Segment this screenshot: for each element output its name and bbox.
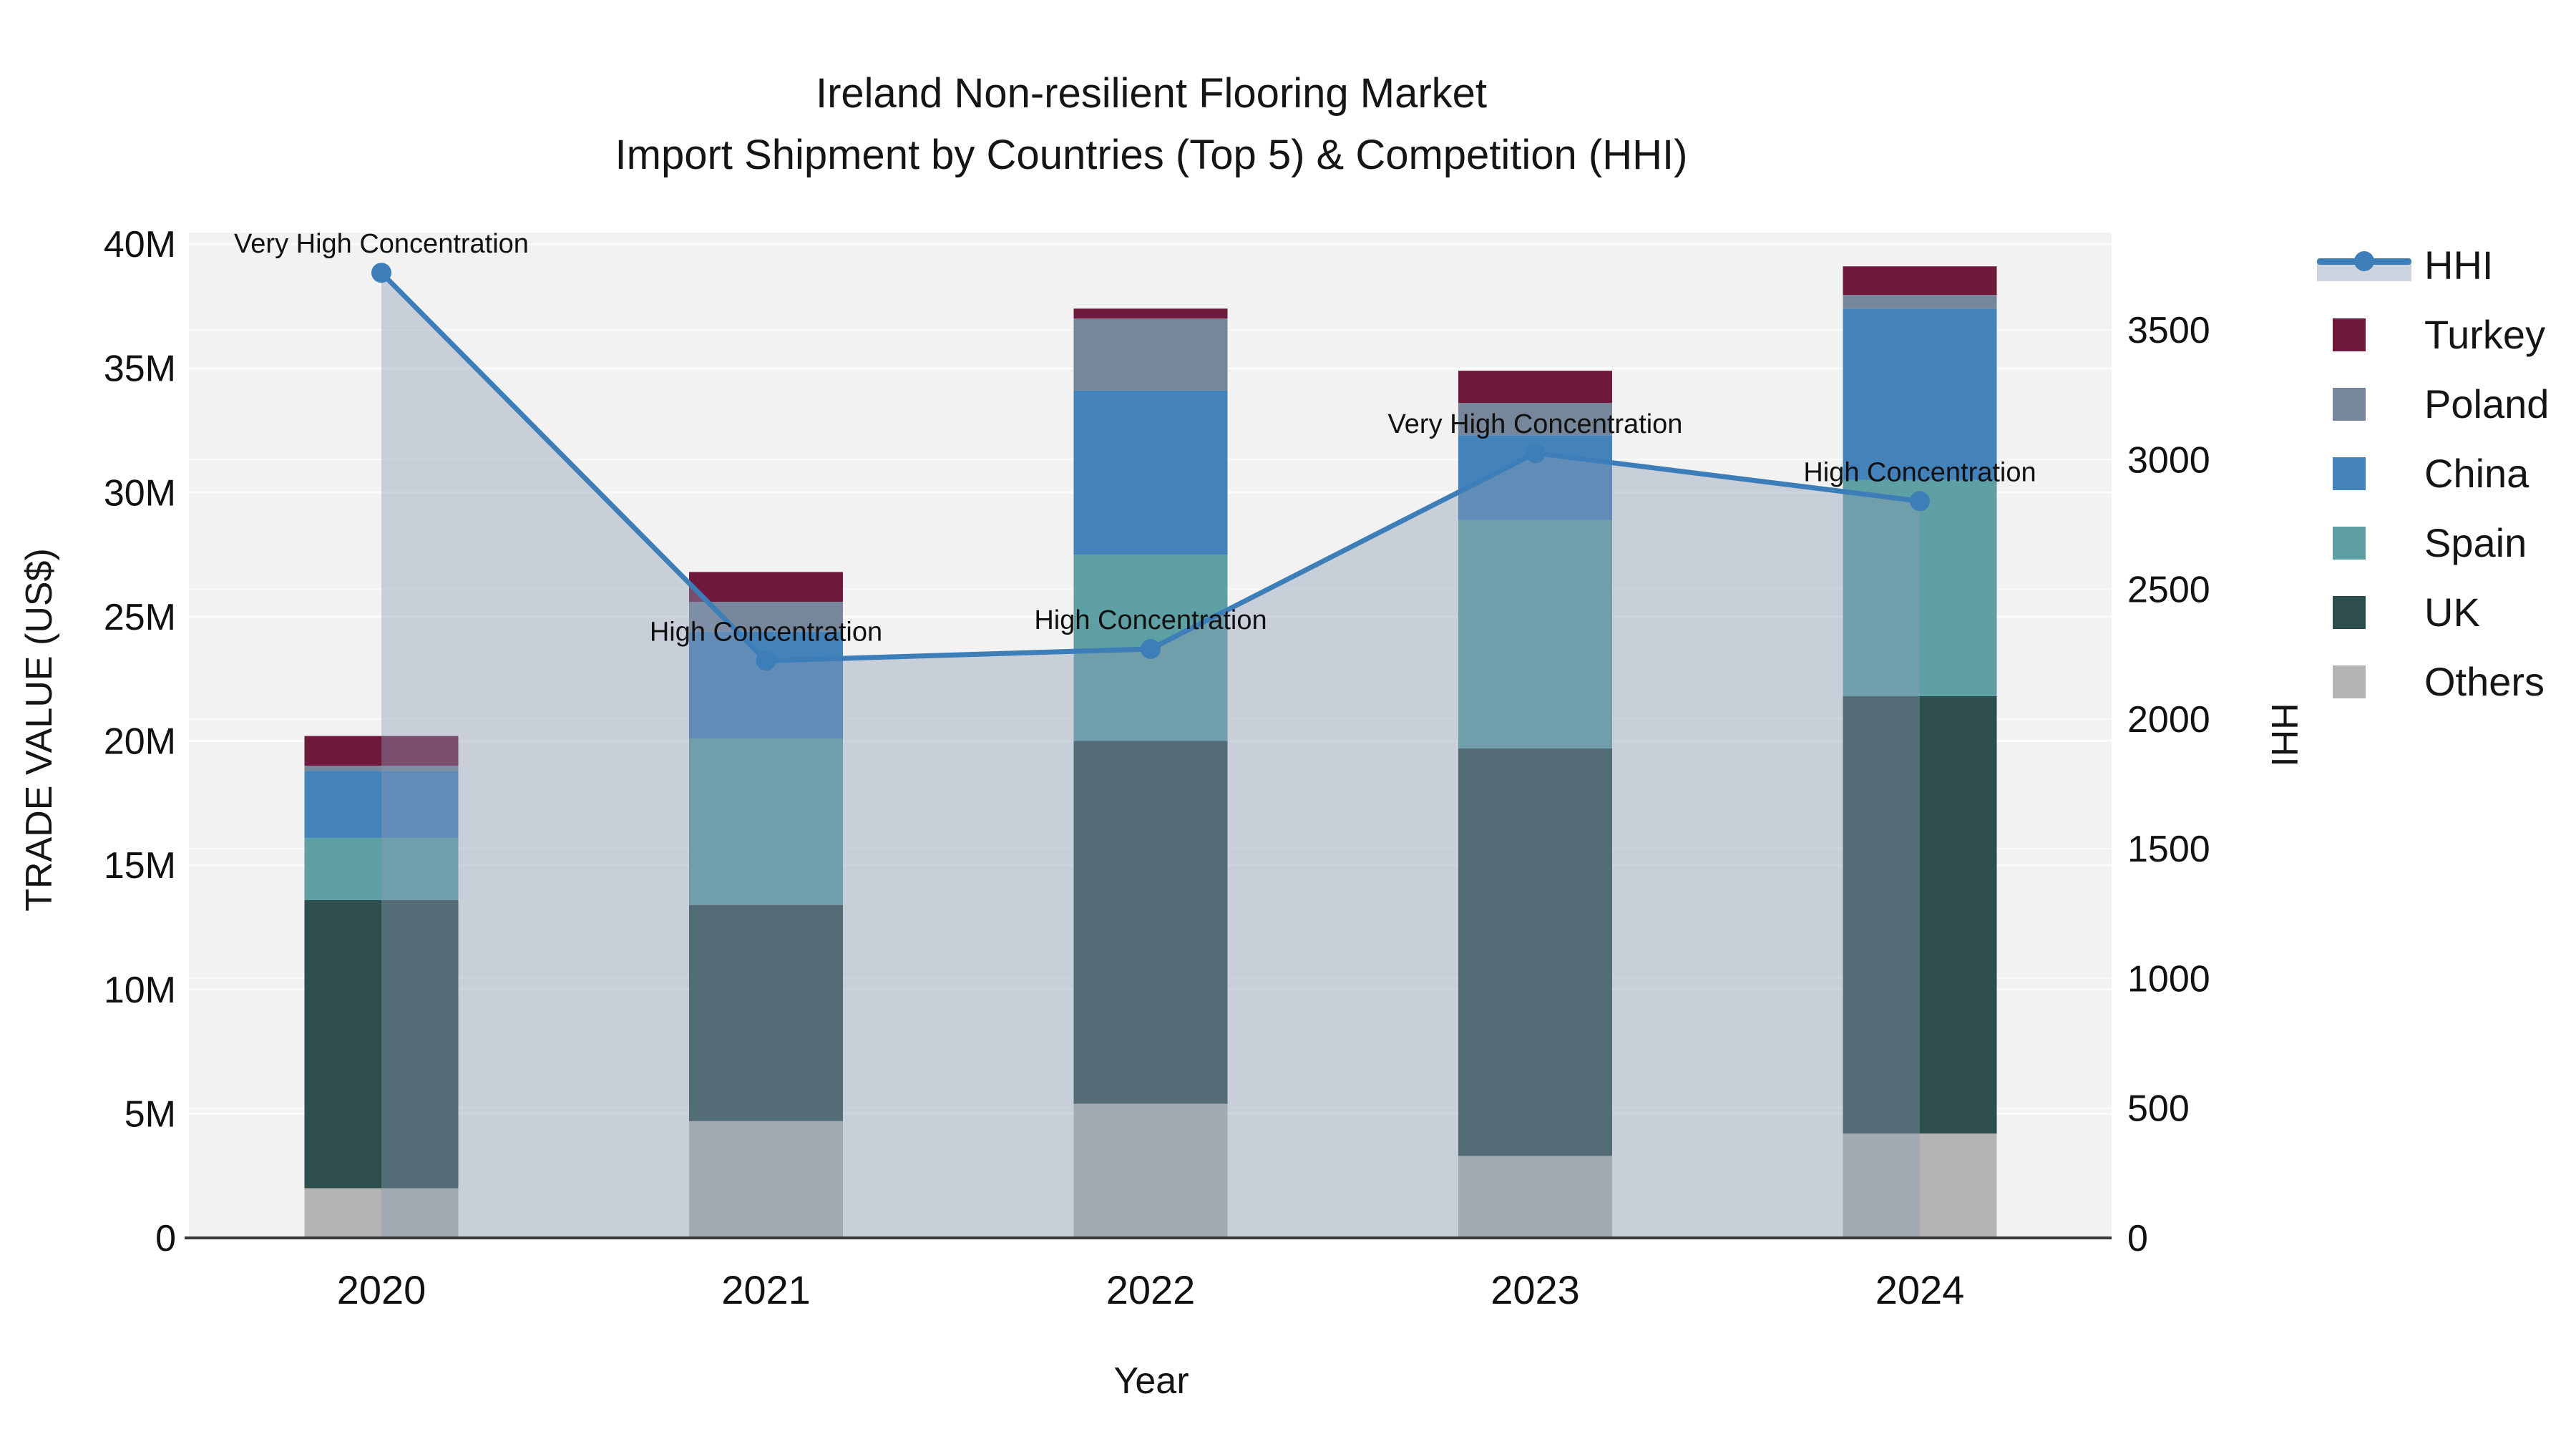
y-left-tick-label: 5M (125, 1093, 176, 1135)
y-right-tick-label: 0 (2127, 1218, 2148, 1259)
bar-segment-others-2023[interactable] (1458, 1156, 1612, 1238)
hhi-marker-2024[interactable] (1910, 491, 1930, 512)
y-left-tick-label: 20M (104, 721, 176, 763)
bar-segment-spain-2024[interactable] (1843, 479, 1997, 696)
legend-swatch-icon (2333, 457, 2366, 490)
legend-swatch-icon (2333, 318, 2366, 351)
annotation-2024: High Concentration (1803, 457, 2036, 487)
bar-segment-china-2024[interactable] (1843, 308, 1997, 480)
hhi-area (381, 273, 1920, 1239)
y-right-tick-label: 2000 (2127, 699, 2210, 741)
hhi-marker-2021[interactable] (756, 650, 776, 671)
annotation-2022: High Concentration (1034, 605, 1267, 635)
legend-swatch-icon (2333, 526, 2366, 560)
bar-segment-spain-2023[interactable] (1458, 519, 1612, 748)
bar-segment-china-2022[interactable] (1073, 390, 1228, 555)
x-tick-label-2024: 2024 (1875, 1267, 1965, 1312)
chart-title-line2: Import Shipment by Countries (Top 5) & C… (615, 132, 1688, 178)
legend-item-spain[interactable]: Spain (2317, 508, 2549, 577)
bar-segment-china-2021[interactable] (689, 631, 843, 739)
hhi-marker-dot (2354, 250, 2374, 271)
x-tick-label-2020: 2020 (337, 1267, 426, 1312)
bar-segment-others-2021[interactable] (689, 1121, 843, 1238)
x-axis-title: Year (1113, 1360, 1189, 1402)
legend-item-uk[interactable]: UK (2317, 577, 2549, 647)
legend-label: Spain (2424, 520, 2527, 565)
y-axis-right-title: HHI (2263, 703, 2305, 767)
annotation-2020: Very High Concentration (234, 229, 529, 259)
bar-segment-uk-2024[interactable] (1843, 696, 1997, 1134)
legend-label: Poland (2424, 381, 2550, 426)
y-left-tick-label: 25M (104, 597, 176, 638)
x-tick-label-2022: 2022 (1106, 1267, 1196, 1312)
bar-segment-others-2022[interactable] (1073, 1103, 1228, 1238)
legend-swatch-icon (2317, 387, 2424, 421)
hhi-marker-2023[interactable] (1525, 443, 1546, 464)
legend-swatch-icon (2317, 457, 2424, 490)
legend-label: UK (2424, 590, 2480, 635)
y-axis-left-title: TRADE VALUE (US$) (19, 548, 60, 912)
bar-segment-turkey-2022[interactable] (1073, 308, 1228, 319)
bar-segment-uk-2020[interactable] (304, 899, 459, 1189)
legend-item-hhi[interactable]: HHI (2317, 230, 2549, 300)
y-left-tick-label: 40M (104, 224, 176, 265)
bar-segment-china-2020[interactable] (304, 771, 459, 838)
legend-swatch-icon (2317, 526, 2424, 560)
legend-label: HHI (2424, 243, 2494, 288)
chart-title: Ireland Non-resilient Flooring Market Im… (189, 63, 2114, 186)
legend-item-poland[interactable]: Poland (2317, 369, 2549, 439)
legend-swatch-icon (2333, 595, 2366, 629)
bar-segment-turkey-2024[interactable] (1843, 266, 1997, 296)
bar-segment-spain-2021[interactable] (689, 738, 843, 905)
x-tick-label-2023: 2023 (1491, 1267, 1580, 1312)
legend-item-turkey[interactable]: Turkey (2317, 300, 2549, 369)
legend-swatch-icon (2317, 665, 2424, 698)
x-tick-label-2021: 2021 (721, 1267, 811, 1312)
y-right-tick-label: 3500 (2127, 310, 2210, 351)
bar-segment-uk-2023[interactable] (1458, 748, 1612, 1156)
legend-swatch-icon (2317, 318, 2424, 351)
y-left-tick-label: 30M (104, 472, 176, 514)
bar-segment-uk-2021[interactable] (689, 904, 843, 1121)
hhi-marker-2022[interactable] (1141, 639, 1161, 659)
hhi-line-swatch-icon (2317, 247, 2411, 284)
y-right-tick-label: 500 (2127, 1088, 2190, 1130)
y-right-tick-label: 1000 (2127, 958, 2210, 1000)
bar-segment-turkey-2023[interactable] (1458, 371, 1612, 404)
legend-item-china[interactable]: China (2317, 439, 2549, 508)
y-left-tick-label: 0 (155, 1218, 176, 1259)
y-left-tick-label: 35M (104, 348, 176, 390)
legend-item-others[interactable]: Others (2317, 647, 2549, 716)
legend-label: Turkey (2424, 312, 2546, 357)
legend-label: Others (2424, 659, 2545, 704)
annotation-2023: Very High Concentration (1388, 409, 1683, 439)
legend-swatch-icon (2333, 665, 2366, 698)
bar-segment-uk-2022[interactable] (1073, 741, 1228, 1104)
bar-segment-poland-2023[interactable] (1458, 403, 1612, 436)
legend-swatch-icon (2317, 595, 2424, 629)
bar-segment-others-2024[interactable] (1843, 1133, 1997, 1238)
bar-segment-poland-2022[interactable] (1073, 318, 1228, 391)
y-left-tick-label: 15M (104, 845, 176, 887)
y-left-tick-label: 10M (104, 970, 176, 1011)
legend-swatch-icon (2333, 387, 2366, 421)
y-right-tick-label: 3000 (2127, 439, 2210, 481)
bar-segment-turkey-2020[interactable] (304, 736, 459, 766)
hhi-line-swatch-icon (2317, 247, 2424, 284)
bar-segment-turkey-2021[interactable] (689, 572, 843, 602)
bar-segment-spain-2020[interactable] (304, 837, 459, 900)
legend-label: China (2424, 451, 2529, 496)
y-right-tick-label: 2500 (2127, 570, 2210, 611)
y-right-tick-label: 1500 (2127, 829, 2210, 870)
hhi-marker-2020[interactable] (371, 263, 391, 283)
bar-segment-poland-2020[interactable] (304, 766, 459, 771)
bar-segment-others-2020[interactable] (304, 1188, 459, 1238)
annotation-2021: High Concentration (650, 617, 882, 647)
bar-segment-poland-2024[interactable] (1843, 295, 1997, 309)
chart-title-line1: Ireland Non-resilient Flooring Market (815, 70, 1488, 117)
legend: HHI Turkey Poland China Spain UK Others (2317, 230, 2549, 716)
